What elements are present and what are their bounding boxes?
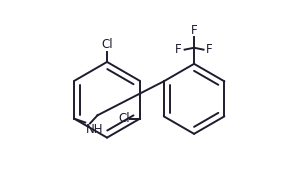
Text: F: F bbox=[175, 43, 182, 56]
Text: Cl: Cl bbox=[118, 112, 130, 125]
Text: F: F bbox=[206, 43, 213, 56]
Text: F: F bbox=[191, 24, 197, 37]
Text: NH: NH bbox=[86, 123, 103, 137]
Text: Cl: Cl bbox=[101, 38, 113, 51]
